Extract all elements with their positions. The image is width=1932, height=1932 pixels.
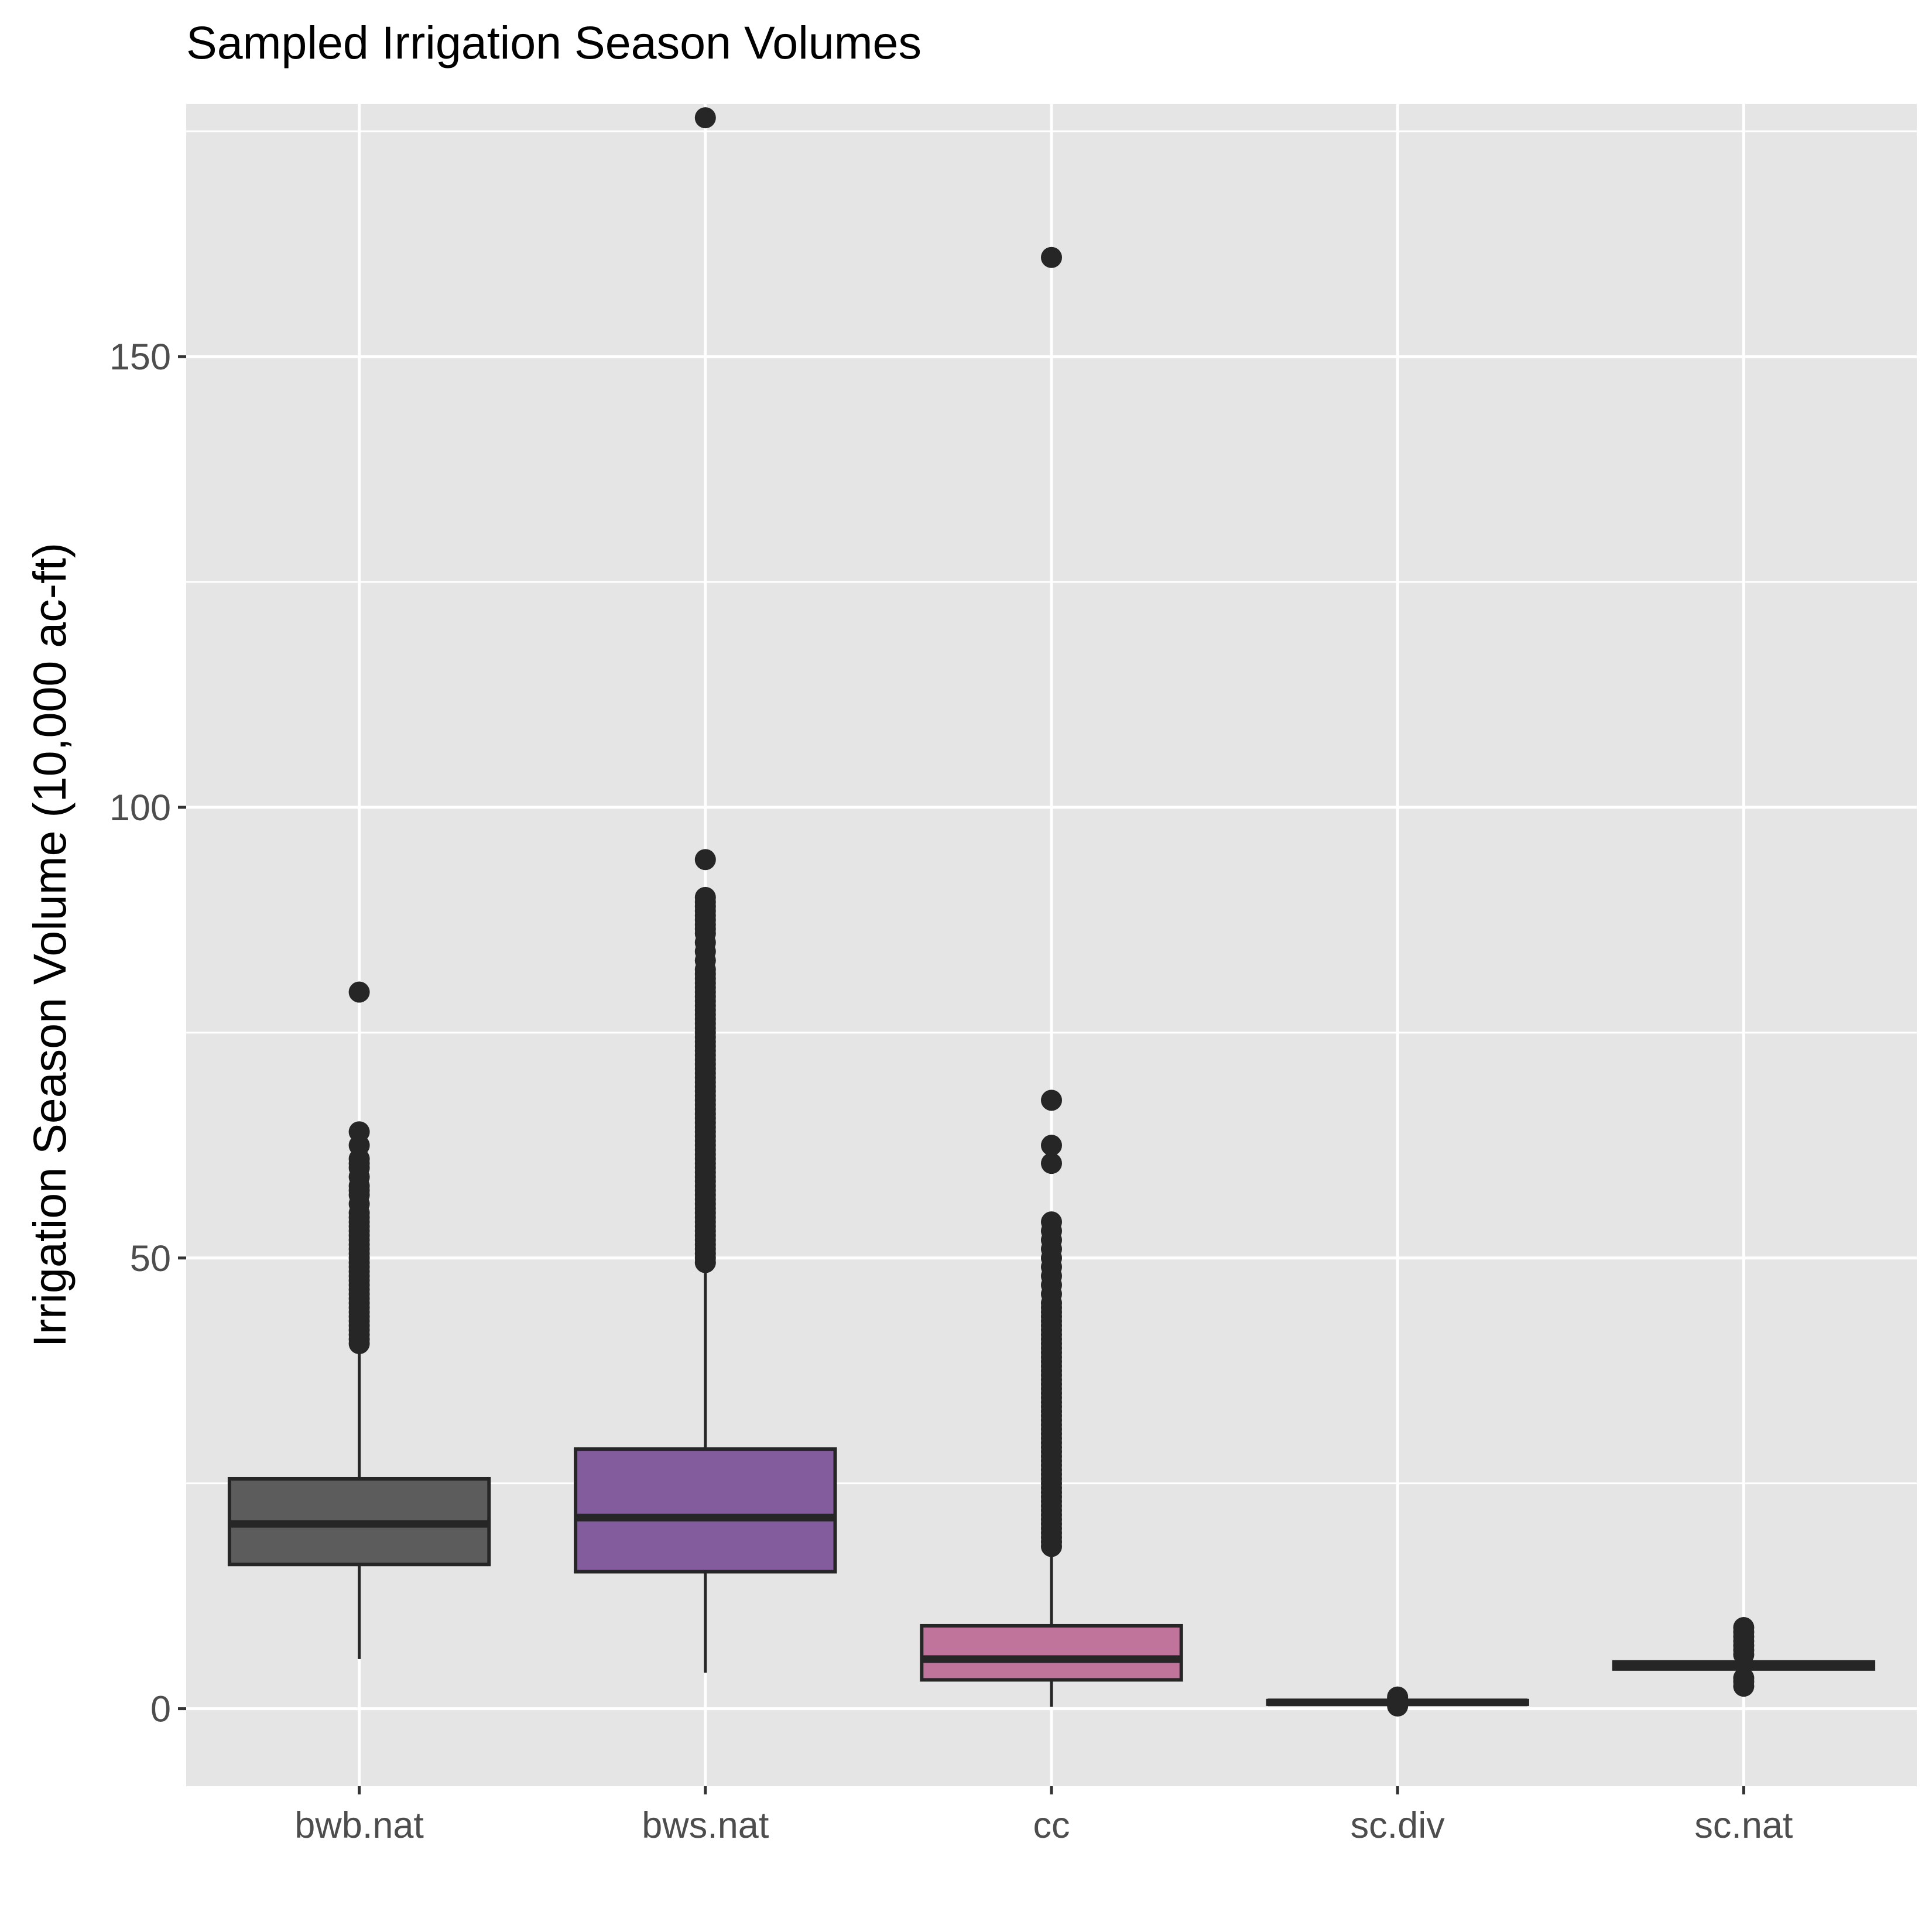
y-tick-label: 150: [109, 337, 171, 378]
y-axis-title: Irrigation Season Volume (10,000 ac-ft): [23, 543, 76, 1347]
x-tick-label: cc: [1033, 1805, 1070, 1846]
box-bwb.nat: [227, 981, 491, 1659]
outlier-point: [694, 107, 716, 129]
box-sc.nat: [1612, 1617, 1876, 1697]
box-sc.div: [1266, 1686, 1529, 1717]
box-cc: [920, 246, 1183, 1707]
x-tick-label: bwb.nat: [294, 1805, 424, 1846]
box-rect: [920, 1623, 1183, 1682]
y-tick-label: 0: [150, 1689, 171, 1730]
x-tick-label: sc.div: [1351, 1805, 1445, 1846]
x-axis: bwb.nat bws.nat cc sc.div sc.nat: [294, 1786, 1793, 1846]
x-tick-label: sc.nat: [1694, 1805, 1793, 1846]
outlier-point: [1041, 246, 1062, 268]
outlier-point: [1041, 1153, 1062, 1174]
box-rect: [574, 1447, 837, 1574]
boxes: [227, 107, 1876, 1717]
outlier-point: [1733, 1667, 1755, 1689]
outlier-point: [694, 886, 716, 908]
box-bws.nat: [574, 107, 837, 1673]
outlier-point: [348, 981, 370, 1003]
outlier-point: [1387, 1686, 1409, 1708]
outlier-point: [1041, 1090, 1062, 1111]
outlier-point: [1041, 1135, 1062, 1156]
x-tick-label: bws.nat: [642, 1805, 769, 1846]
outlier-point: [1733, 1617, 1755, 1639]
outlier-point: [694, 849, 716, 871]
outlier-point: [1041, 1211, 1062, 1233]
outlier-point: [348, 1121, 370, 1143]
chart-title: Sampled Irrigation Season Volumes: [186, 16, 922, 68]
y-tick-label: 50: [130, 1238, 171, 1279]
y-tick-label: 100: [109, 787, 171, 828]
y-axis: 0 50 100 150: [109, 337, 186, 1730]
